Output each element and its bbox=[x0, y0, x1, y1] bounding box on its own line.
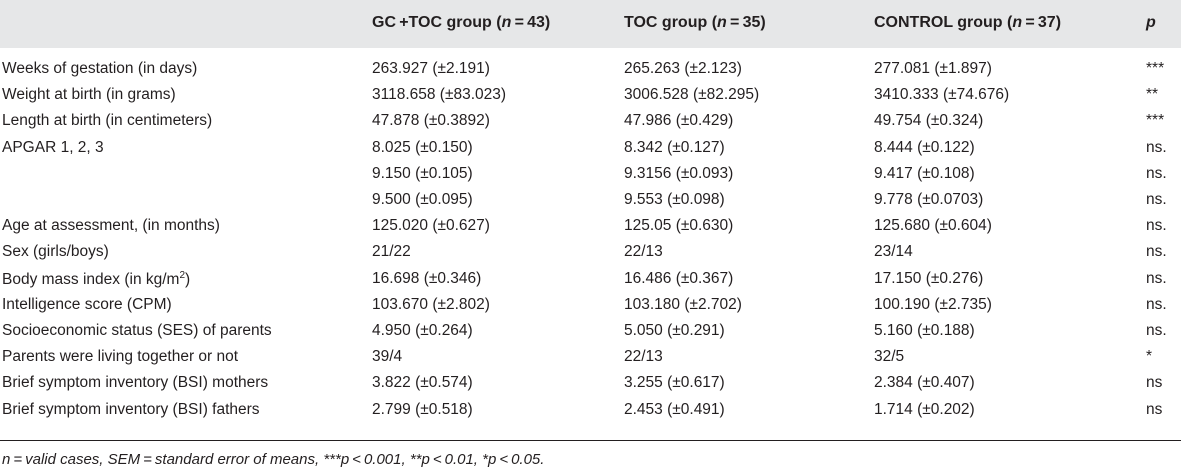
control-value: 100.190 (±2.735) bbox=[874, 295, 992, 313]
table-row: Weight at birth (in grams) 3118.658 (±83.… bbox=[0, 82, 1181, 108]
gc-toc-value: 3.822 (±0.574) bbox=[372, 374, 473, 392]
gc-toc-value: 21/22 bbox=[372, 243, 411, 261]
control-value: 277.081 (±1.897) bbox=[874, 60, 992, 77]
table-row: Sex (girls/boys) 21/22 22/13 23/14 ns. bbox=[0, 239, 1181, 265]
p-value: *** bbox=[1146, 60, 1165, 77]
table-bottom-rule bbox=[0, 440, 1181, 441]
table-row: Weeks of gestation (in days) 263.927 (±2.… bbox=[0, 56, 1181, 82]
p-value: ns bbox=[1146, 374, 1163, 392]
toc-value: 47.986 (±0.429) bbox=[624, 112, 734, 130]
toc-value: 3.255 (±0.617) bbox=[624, 374, 725, 392]
row-label: Intelligence score (CPM) bbox=[2, 295, 172, 313]
gc-toc-value: 263.927 (±2.191) bbox=[372, 60, 490, 77]
toc-value: 5.050 (±0.291) bbox=[624, 322, 725, 339]
control-value: 3410.333 (±74.676) bbox=[874, 86, 1010, 104]
row-label: Body mass index (in kg/m2) bbox=[2, 269, 191, 288]
toc-value: 16.486 (±0.367) bbox=[624, 269, 734, 287]
toc-value: 22/13 bbox=[624, 348, 663, 366]
table-row: Body mass index (in kg/m2) 16.698 (±0.346… bbox=[0, 266, 1181, 292]
gc-toc-value: 9.500 (±0.095) bbox=[372, 191, 473, 208]
table-row: Brief symptom inventory (BSI) fathers 2.7… bbox=[0, 397, 1181, 423]
toc-value: 103.180 (±2.702) bbox=[624, 295, 742, 313]
p-value: ns. bbox=[1146, 217, 1167, 235]
table-row: Parents were living together or not 39/4 2… bbox=[0, 344, 1181, 370]
header-p-value: p bbox=[1146, 14, 1156, 31]
control-value: 8.444 (±0.122) bbox=[874, 138, 975, 156]
table-row: Socioeconomic status (SES) of parents 4.9… bbox=[0, 318, 1181, 344]
control-value: 49.754 (±0.324) bbox=[874, 112, 984, 130]
header-gc-toc-group: GC +TOC group (n = 43) bbox=[372, 14, 551, 31]
gc-toc-value: 16.698 (±0.346) bbox=[372, 269, 482, 287]
p-value: ns. bbox=[1146, 269, 1167, 287]
toc-value: 9.553 (±0.098) bbox=[624, 191, 725, 208]
row-label: Parents were living together or not bbox=[2, 348, 239, 366]
row-label: Sex (girls/boys) bbox=[2, 243, 109, 261]
gc-toc-value: 9.150 (±0.105) bbox=[372, 164, 473, 182]
toc-value: 2.453 (±0.491) bbox=[624, 400, 725, 418]
row-label: Brief symptom inventory (BSI) mothers bbox=[2, 374, 269, 392]
gc-toc-value: 39/4 bbox=[372, 348, 403, 366]
p-value: ns. bbox=[1146, 191, 1167, 208]
row-label: Age at assessment, (in months) bbox=[2, 217, 220, 235]
table-footnote: n = valid cases, SEM = standard error of… bbox=[2, 451, 545, 468]
gc-toc-value: 125.020 (±0.627) bbox=[372, 217, 490, 235]
row-label: Length at birth (in centimeters) bbox=[2, 112, 213, 130]
p-value: ns. bbox=[1146, 295, 1167, 313]
toc-value: 22/13 bbox=[624, 243, 663, 261]
table-row: 9.150 (±0.105) 9.3156 (±0.093) 9.417 (±0.1… bbox=[0, 161, 1181, 187]
control-value: 125.680 (±0.604) bbox=[874, 217, 992, 235]
p-value: ns. bbox=[1146, 243, 1167, 261]
row-label: Weeks of gestation (in days) bbox=[2, 60, 198, 77]
table-header: GC +TOC group (n = 43) TOC group (n = 35… bbox=[0, 0, 1181, 48]
control-value: 17.150 (±0.276) bbox=[874, 269, 984, 287]
table-row: APGAR 1, 2, 3 8.025 (±0.150) 8.342 (±0.127… bbox=[0, 135, 1181, 161]
control-value: 9.778 (±0.0703) bbox=[874, 191, 984, 208]
control-value: 1.714 (±0.202) bbox=[874, 400, 975, 418]
p-value: ns. bbox=[1146, 164, 1167, 182]
p-value: * bbox=[1146, 348, 1153, 366]
table-row: 9.500 (±0.095) 9.553 (±0.098) 9.778 (±0.07… bbox=[0, 187, 1181, 213]
p-value: ns. bbox=[1146, 138, 1167, 156]
p-value: *** bbox=[1146, 112, 1165, 130]
gc-toc-value: 103.670 (±2.802) bbox=[372, 295, 490, 313]
toc-value: 9.3156 (±0.093) bbox=[624, 164, 734, 182]
row-label: APGAR 1, 2, 3 bbox=[2, 138, 104, 156]
control-value: 23/14 bbox=[874, 243, 913, 261]
toc-value: 125.05 (±0.630) bbox=[624, 217, 734, 235]
gc-toc-value: 2.799 (±0.518) bbox=[372, 400, 473, 418]
row-label: Weight at birth (in grams) bbox=[2, 86, 176, 104]
gc-toc-value: 3118.658 (±83.023) bbox=[372, 86, 507, 104]
control-value: 32/5 bbox=[874, 348, 905, 366]
table-row: Intelligence score (CPM) 103.670 (±2.802)… bbox=[0, 292, 1181, 318]
toc-value: 8.342 (±0.127) bbox=[624, 138, 725, 156]
table-row: Length at birth (in centimeters) 47.878 (… bbox=[0, 108, 1181, 134]
toc-value: 265.263 (±2.123) bbox=[624, 60, 742, 77]
gc-toc-value: 4.950 (±0.264) bbox=[372, 322, 473, 339]
gc-toc-value: 8.025 (±0.150) bbox=[372, 138, 473, 156]
header-toc-group: TOC group (n = 35) bbox=[624, 14, 766, 31]
control-value: 9.417 (±0.108) bbox=[874, 164, 975, 182]
row-label: Brief symptom inventory (BSI) fathers bbox=[2, 400, 260, 418]
toc-value: 3006.528 (±82.295) bbox=[624, 86, 760, 104]
table-row: Age at assessment, (in months) 125.020 (±… bbox=[0, 213, 1181, 239]
header-control-group: CONTROL group (n = 37) bbox=[874, 14, 1062, 31]
p-value: ns. bbox=[1146, 322, 1167, 339]
p-value: ** bbox=[1146, 86, 1159, 104]
gc-toc-value: 47.878 (±0.3892) bbox=[372, 112, 490, 130]
table-row: Brief symptom inventory (BSI) mothers 3.8… bbox=[0, 370, 1181, 396]
control-value: 5.160 (±0.188) bbox=[874, 322, 975, 339]
p-value: ns bbox=[1146, 400, 1163, 418]
control-value: 2.384 (±0.407) bbox=[874, 374, 975, 392]
row-label: Socioeconomic status (SES) of parents bbox=[2, 322, 272, 339]
